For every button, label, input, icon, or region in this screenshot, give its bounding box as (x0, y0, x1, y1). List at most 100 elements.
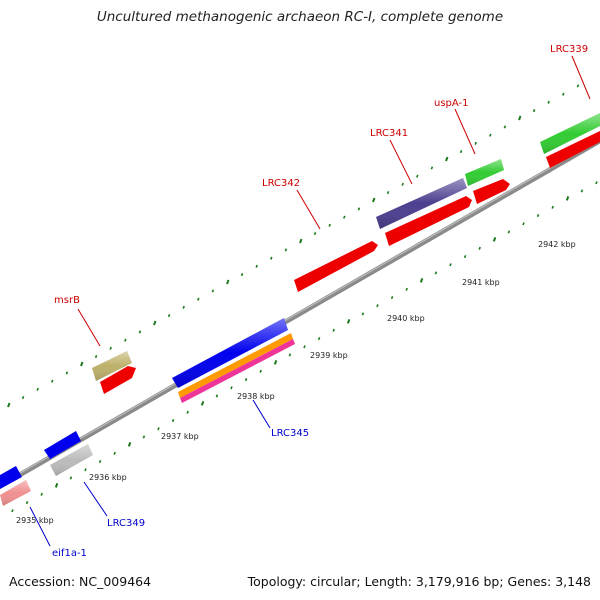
callout-eif1a-1 (29, 506, 51, 547)
outer-tick-row (7, 84, 580, 408)
minor-tick (84, 468, 87, 472)
feature-red-f-4[interactable] (473, 179, 510, 204)
major-tick (372, 197, 376, 203)
minor-tick (522, 222, 525, 226)
feature-LRC345-c[interactable] (180, 339, 295, 403)
tick-label-2939: 2939 kbp (310, 351, 348, 360)
minor-tick (547, 100, 550, 104)
minor-tick (186, 410, 189, 414)
minor-tick (303, 345, 306, 349)
minor-tick (255, 264, 258, 268)
callout-LRC349 (83, 481, 108, 517)
minor-tick (94, 355, 98, 359)
callout-LRC339 (571, 55, 591, 100)
feature-red-f-5[interactable] (546, 131, 600, 168)
minor-tick (69, 476, 73, 480)
minor-tick (474, 141, 477, 145)
label-LRC349: LRC349 (107, 518, 145, 529)
minor-tick (25, 501, 29, 505)
major-tick (80, 361, 84, 367)
minor-tick (376, 304, 379, 308)
major-tick (445, 156, 449, 162)
minor-tick (503, 125, 507, 129)
minor-tick (244, 378, 248, 382)
minor-tick (463, 255, 467, 259)
minor-tick (288, 353, 292, 357)
minor-tick (317, 337, 321, 341)
minor-tick (386, 191, 390, 195)
minor-tick (361, 312, 365, 316)
minor-tick (124, 338, 127, 342)
gene-labels: msrB LRC342 LRC341 uspA-1 LRC339 LRC345 … (52, 44, 588, 559)
major-tick (7, 402, 11, 408)
minor-tick (401, 182, 404, 186)
minor-tick (313, 232, 317, 236)
map-title: Uncultured methanogenic archaeon RC-I, c… (96, 9, 504, 25)
kbp-labels: 2935 kbp 2936 kbp 2937 kbp 2938 kbp 2939… (16, 240, 576, 525)
label-msrB: msrB (54, 295, 80, 306)
shade (0, 480, 31, 506)
shade (465, 159, 504, 186)
major-tick (273, 360, 278, 365)
forward-strand-features (92, 113, 600, 394)
feature-red-f-2[interactable] (294, 241, 378, 292)
minor-tick (259, 369, 262, 373)
feature-red-f-1[interactable] (100, 366, 136, 394)
minor-tick (416, 174, 419, 178)
tick-label-2938: 2938 kbp (237, 392, 275, 401)
tick-label-2937: 2937 kbp (161, 432, 199, 441)
minor-tick (197, 297, 200, 301)
minor-tick (36, 387, 39, 391)
shade (92, 351, 132, 381)
reverse-strand-features (0, 318, 295, 506)
minor-tick (171, 419, 175, 423)
shade (50, 444, 93, 476)
minor-tick (532, 109, 536, 113)
feature-blue-r-1[interactable] (44, 431, 81, 459)
feature-blue-r-2[interactable] (0, 466, 22, 489)
feature-LRC345-b[interactable] (178, 333, 293, 398)
callout-LRC345 (252, 399, 271, 429)
label-LRC342: LRC342 (262, 178, 300, 189)
shade (172, 318, 288, 388)
callout-uspA-1 (454, 108, 476, 155)
callout-msrB (77, 308, 101, 347)
minor-tick (215, 394, 219, 398)
minor-tick (11, 509, 14, 513)
minor-tick (562, 92, 565, 96)
minor-tick (51, 379, 54, 383)
major-tick (226, 279, 230, 285)
major-tick (299, 238, 303, 244)
minor-tick (270, 256, 273, 260)
label-LRC339: LRC339 (550, 44, 588, 55)
minor-tick (157, 427, 160, 431)
minor-tick (576, 84, 580, 88)
major-tick (492, 237, 497, 242)
minor-tick (328, 223, 331, 227)
tick-label-2941: 2941 kbp (462, 278, 500, 287)
minor-tick (580, 189, 584, 193)
minor-tick (138, 330, 142, 334)
label-eif1a-1: eif1a-1 (52, 548, 87, 559)
minor-tick (357, 207, 361, 211)
genome-stats-text: Topology: circular; Length: 3,179,916 bp… (247, 574, 591, 589)
label-uspA-1: uspA-1 (434, 98, 469, 109)
minor-tick (142, 435, 146, 439)
minor-tick (332, 328, 335, 332)
minor-tick (21, 396, 25, 400)
callout-LRC341 (389, 139, 413, 185)
major-tick (518, 115, 522, 121)
minor-tick (507, 230, 511, 234)
feature-red-f-3[interactable] (385, 196, 472, 246)
minor-tick (65, 371, 69, 375)
major-tick (54, 483, 59, 488)
minor-tick (98, 460, 102, 464)
minor-tick (390, 296, 394, 300)
tick-label-2942: 2942 kbp (538, 240, 576, 249)
accession-text: Accession: NC_009464 (9, 574, 152, 589)
tick-label-2935: 2935 kbp (16, 516, 54, 525)
minor-tick (109, 346, 112, 350)
minor-tick (230, 386, 233, 390)
shade (540, 113, 600, 154)
